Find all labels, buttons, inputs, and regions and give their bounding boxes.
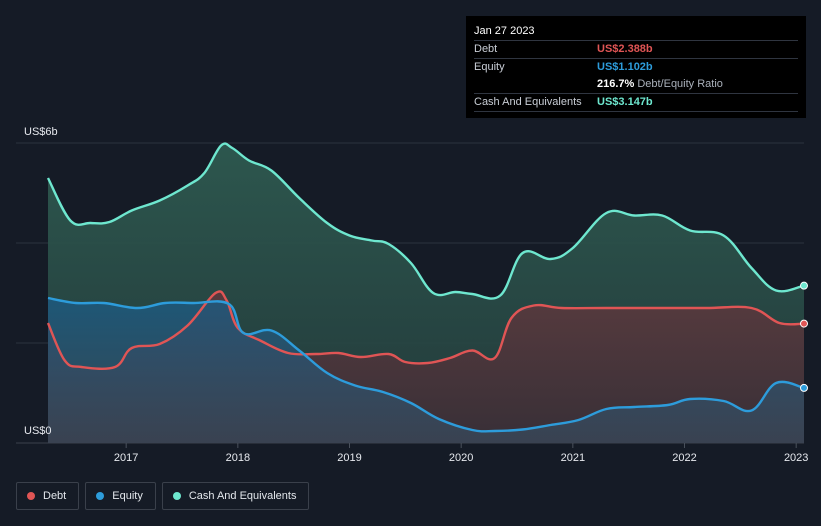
series-endpoints: [800, 281, 808, 392]
legend-debt-label: Debt: [43, 490, 67, 502]
tooltip-cash-value: US$3.147b: [597, 96, 653, 108]
cash-endpoint: [800, 281, 808, 290]
x-tick-label: 2023: [784, 452, 808, 464]
x-tick-label: 2022: [672, 452, 696, 464]
tooltip-row-debt: Debt US$2.388b: [474, 40, 798, 58]
debt-line: [46, 290, 805, 371]
y-axis-top-label: US$6b: [24, 126, 58, 138]
equity-dot-icon: [96, 492, 105, 500]
chart-legend: Debt Equity Cash And Equivalents: [16, 482, 310, 510]
tooltip-equity-value: US$1.102b: [597, 61, 653, 73]
tooltip-ratio-label: Debt/Equity Ratio: [637, 78, 723, 90]
debt-dot-icon: [27, 492, 35, 500]
x-tick-label: 2020: [449, 452, 473, 464]
legend-item-debt[interactable]: Debt: [16, 482, 80, 510]
y-axis-bottom-label: US$0: [24, 425, 52, 437]
series-lines: [46, 142, 805, 433]
cash-line: [46, 142, 805, 300]
tooltip-row-ratio: 216.7% Debt/Equity Ratio: [474, 76, 798, 93]
series-areas: [48, 143, 804, 443]
debt-endpoint: [800, 319, 808, 328]
x-tick-label: 2021: [561, 452, 585, 464]
x-tick-label: 2018: [226, 452, 250, 464]
tooltip-row-cash: Cash And Equivalents US$3.147b: [474, 93, 798, 112]
data-tooltip: Jan 27 2023 Debt US$2.388b Equity US$1.1…: [466, 16, 806, 118]
tooltip-debt-value: US$2.388b: [597, 43, 653, 55]
tooltip-row-equity: Equity US$1.102b: [474, 58, 798, 76]
tooltip-cash-label: Cash And Equivalents: [474, 96, 582, 108]
legend-equity-label: Equity: [112, 490, 143, 502]
legend-item-cash[interactable]: Cash And Equivalents: [161, 482, 310, 510]
tooltip-equity-label: Equity: [474, 61, 505, 73]
legend-cash-label: Cash And Equivalents: [188, 490, 297, 502]
x-tick-label: 2017: [114, 452, 138, 464]
tooltip-date: Jan 27 2023: [474, 25, 535, 37]
legend-item-equity[interactable]: Equity: [85, 482, 156, 510]
tooltip-debt-label: Debt: [474, 43, 498, 55]
x-axis-ticks: 2017 2018 2019 2020 2021 2022 2023: [114, 443, 808, 464]
equity-line: [47, 296, 805, 433]
x-tick-label: 2019: [337, 452, 361, 464]
tooltip-ratio-value: 216.7%: [597, 78, 635, 90]
cash-dot-icon: [172, 492, 181, 500]
equity-endpoint: [800, 383, 808, 392]
equity-area: [48, 298, 804, 443]
